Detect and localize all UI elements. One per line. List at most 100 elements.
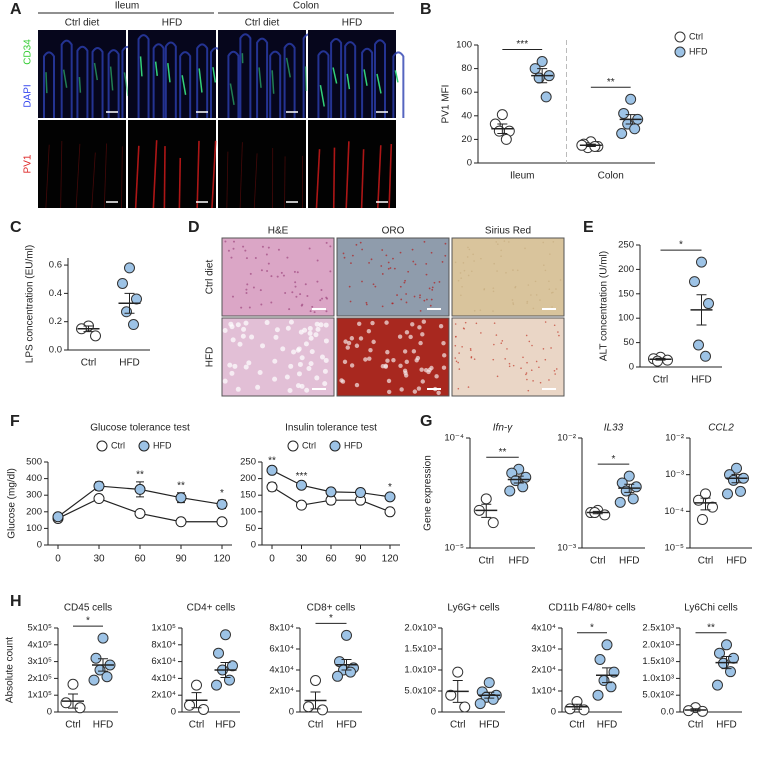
histology-texture: [299, 293, 302, 296]
panel-label: D: [188, 219, 200, 236]
significance-label: **: [136, 470, 144, 481]
histology-texture: [399, 387, 404, 392]
legend-marker: [138, 440, 150, 452]
legend-marker: [329, 440, 341, 452]
y-tick-label: 8x10⁴: [151, 639, 176, 650]
error-bar: [124, 292, 135, 314]
significance-label: *: [590, 622, 594, 633]
y-tick-label: 300: [26, 490, 42, 501]
histology-texture: [314, 321, 320, 327]
histology-texture: [321, 297, 324, 300]
data-point: [213, 647, 224, 659]
histology-texture: [361, 280, 363, 283]
data-point: [725, 666, 736, 678]
significance-label: **: [707, 622, 715, 633]
histology-texture: [514, 285, 517, 288]
data-point: [703, 298, 714, 310]
histology-texture: [288, 319, 294, 325]
y-tick-label: 1.5x10³: [642, 656, 674, 667]
data-point: [303, 701, 314, 713]
y-tick-label: 200: [618, 264, 634, 275]
histology-texture: [430, 298, 433, 301]
cd34-signal: [229, 83, 235, 106]
x-tick-label: HFD: [597, 720, 618, 731]
data-point: [93, 493, 105, 505]
histology-texture: [252, 286, 255, 289]
y-tick-label: 10⁻⁵: [664, 543, 684, 554]
significance-label: *: [329, 613, 333, 624]
histology-texture: [248, 306, 251, 309]
histology-texture: [261, 245, 264, 248]
data-point: [325, 486, 337, 498]
villus: [227, 50, 240, 118]
histology-texture: [235, 386, 241, 392]
stain-label: DAPI: [23, 84, 34, 107]
error-bar: [98, 658, 108, 672]
cd34-signal: [346, 73, 351, 90]
legend-marker: [287, 440, 299, 452]
histology-texture: [293, 270, 296, 273]
villus: [283, 42, 296, 118]
y-tick-label: 10⁻⁵: [444, 543, 464, 554]
x-tick-label: 90: [355, 554, 367, 565]
pv1-signal: [45, 144, 50, 209]
histology-texture: [399, 285, 402, 288]
error-bar: [700, 497, 711, 511]
histology-texture: [387, 261, 390, 264]
histology-texture: [428, 287, 431, 290]
error-bar: [625, 114, 636, 125]
histology-texture: [467, 246, 469, 249]
x-tick-label: 120: [214, 554, 231, 565]
histology-texture: [473, 358, 476, 360]
histology-texture: [525, 334, 528, 337]
data-point: [623, 470, 635, 482]
histology-texture: [296, 371, 302, 377]
histology-texture: [354, 382, 360, 388]
histology-texture: [345, 345, 350, 350]
histology-texture: [245, 288, 248, 291]
stain-label: PV1: [23, 154, 34, 173]
data-point: [384, 491, 396, 503]
y-tick-label: 4x10⁵: [27, 639, 52, 650]
histology-texture: [297, 361, 303, 367]
y-tick-label: 4x10⁴: [531, 623, 556, 634]
histology-texture: [555, 288, 557, 290]
cd34-signal: [285, 57, 291, 78]
histology-texture: [307, 326, 313, 332]
histology-texture: [274, 327, 280, 333]
histology-texture: [314, 375, 320, 381]
histology-texture: [438, 281, 441, 283]
data-point: [216, 516, 228, 528]
data-point: [474, 698, 486, 710]
data-point: [594, 654, 606, 665]
micrograph-bg: [38, 120, 126, 208]
histology-texture: [430, 251, 433, 254]
legend-marker: [674, 46, 686, 58]
histology-texture: [294, 281, 297, 284]
histology-texture: [309, 310, 312, 313]
data-point: [384, 506, 396, 518]
histology-texture: [246, 360, 252, 366]
error-bar: [452, 680, 463, 703]
data-point: [693, 494, 704, 506]
y-tick-label: 2.0x10³: [404, 623, 436, 634]
cd34-signal: [62, 69, 68, 88]
histology-texture: [370, 320, 375, 326]
data-point: [67, 678, 79, 690]
y-tick-label: 6x10⁴: [151, 656, 176, 667]
data-point: [459, 701, 471, 713]
histology-texture: [400, 298, 403, 301]
histology-texture: [441, 365, 447, 370]
histology-texture: [257, 369, 263, 375]
histology-texture: [349, 336, 355, 341]
histology-texture: [526, 361, 528, 364]
panel-label: G: [420, 413, 432, 430]
cd34-signal: [181, 75, 187, 95]
y-tick-label: 4x10⁴: [269, 665, 294, 676]
histology-texture: [320, 289, 323, 292]
histology-texture: [469, 347, 472, 350]
histology-texture: [419, 367, 424, 372]
histology-texture: [550, 347, 552, 349]
histology-texture: [354, 343, 360, 348]
histology-texture: [368, 261, 370, 264]
